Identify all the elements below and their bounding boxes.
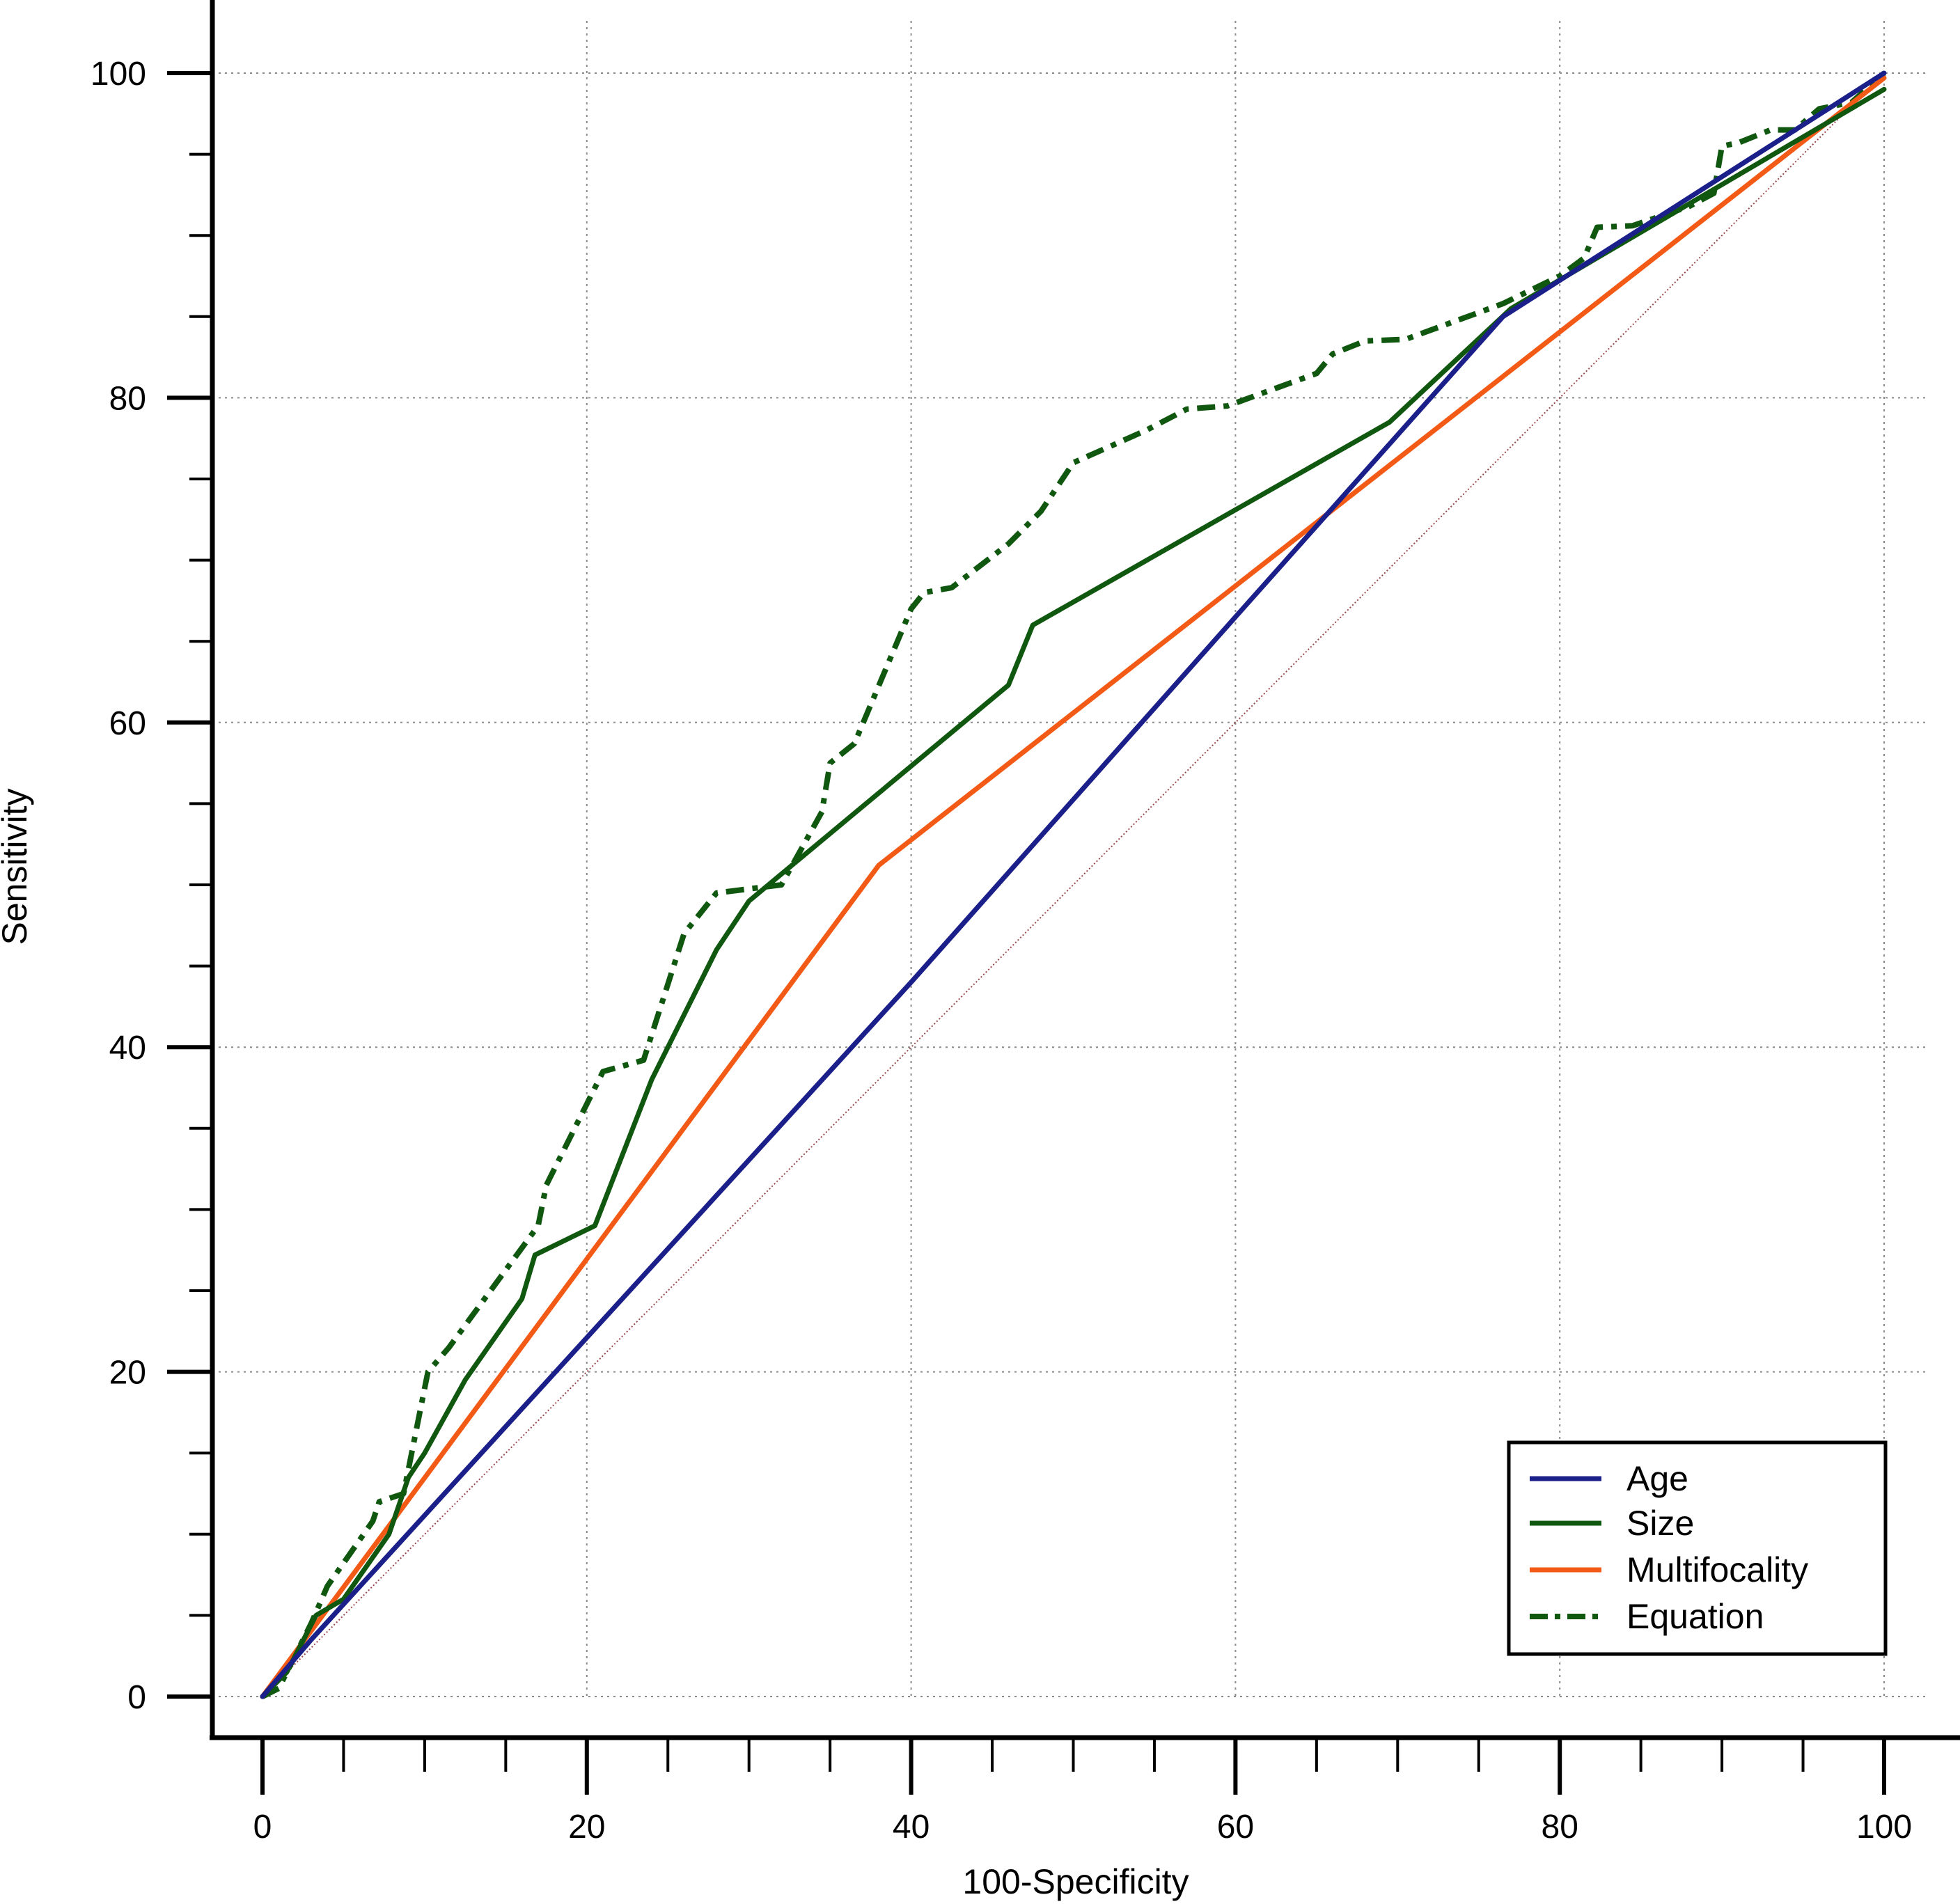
legend-label-multifocality: Multifocality	[1626, 1550, 1808, 1589]
x-tick-label: 60	[1217, 1809, 1254, 1846]
series-line-age	[260, 70, 1887, 1699]
legend-label-equation: Equation	[1626, 1597, 1764, 1636]
y-tick-label: 60	[109, 705, 146, 742]
tick-labels: 0 20 40 60 80 100 0 20 40 60 80 100	[91, 56, 1912, 1846]
plot-frame	[210, 0, 1960, 1740]
y-tick-label: 0	[127, 1679, 146, 1716]
x-tick-label: 40	[893, 1809, 930, 1846]
chance-line	[262, 72, 1885, 1697]
axis-ticks	[167, 71, 1886, 1795]
legend-label-age: Age	[1626, 1459, 1688, 1498]
x-tick-label: 0	[253, 1809, 272, 1846]
x-tick-label: 80	[1542, 1809, 1578, 1846]
x-tick-label: 20	[568, 1809, 605, 1846]
x-axis-title: 100-Specificity	[962, 1862, 1189, 1901]
series-line-equation	[261, 71, 1886, 1699]
y-tick-label: 20	[109, 1355, 146, 1392]
legend: Age Size Multifocality Equation	[1507, 1440, 1888, 1656]
series-line-size	[260, 86, 1887, 1699]
y-axis-title: Sensitivity	[0, 788, 34, 945]
series-lines	[260, 70, 1887, 1699]
y-tick-label: 80	[109, 380, 146, 417]
series-line-multifocality	[260, 75, 1887, 1699]
grid-lines	[212, 21, 1925, 1699]
y-tick-label: 100	[91, 56, 146, 93]
x-tick-label: 100	[1856, 1809, 1912, 1846]
legend-label-size: Size	[1626, 1504, 1694, 1543]
y-tick-label: 40	[109, 1030, 146, 1067]
reference-diagonal	[262, 72, 1885, 1697]
